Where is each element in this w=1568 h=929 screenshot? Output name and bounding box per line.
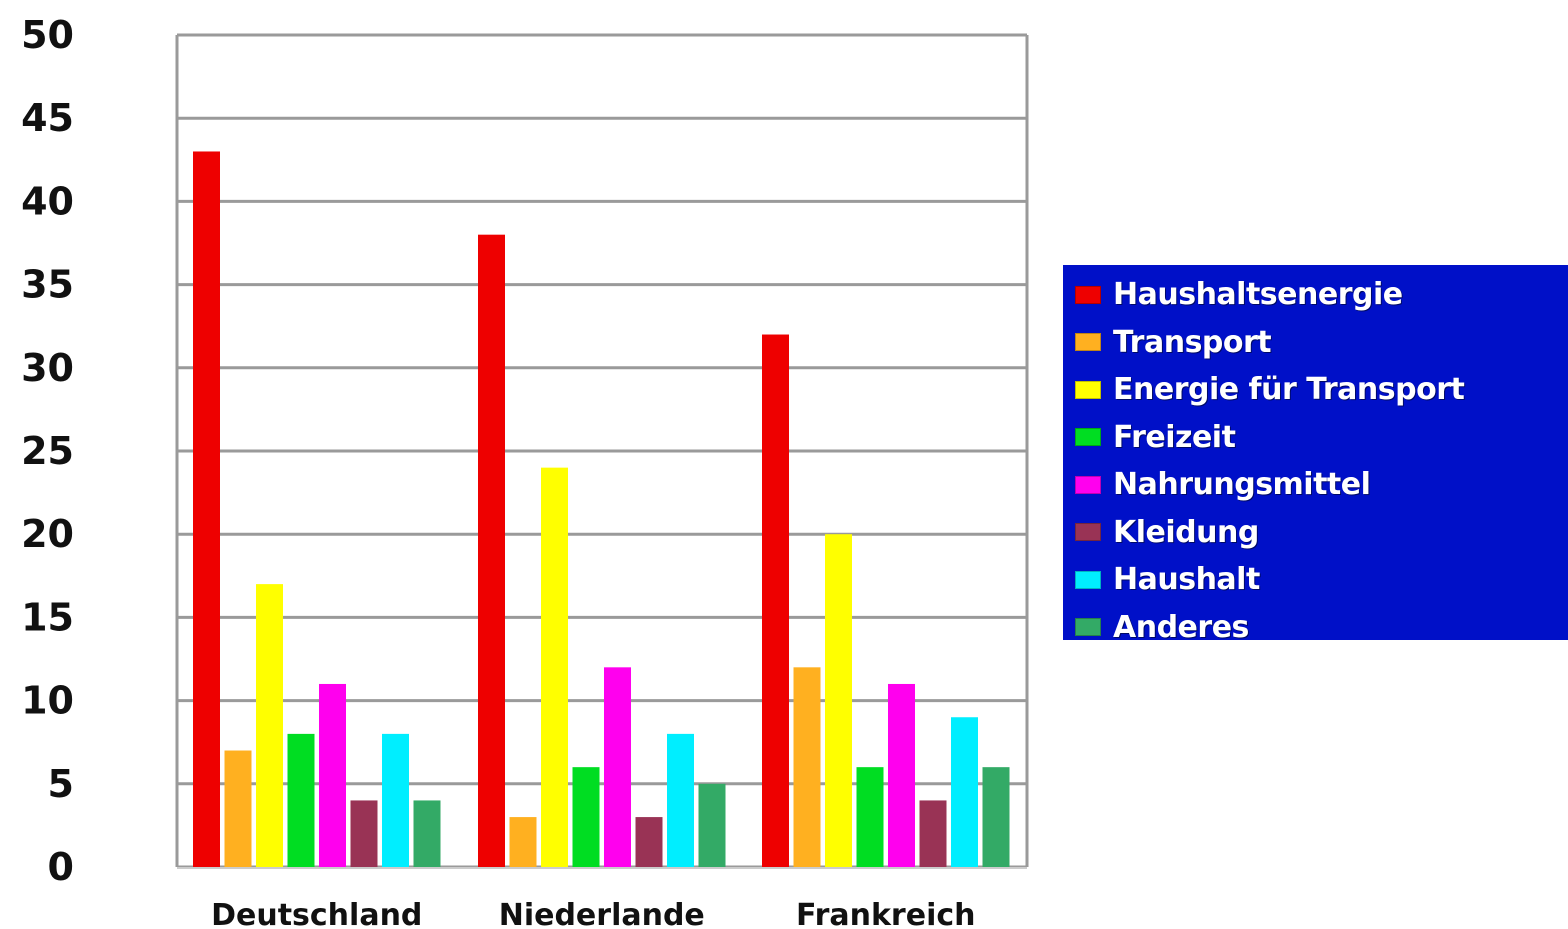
bar-energie-f-r-transport-frankreich — [825, 534, 852, 867]
y-tick-label: 10 — [21, 679, 74, 723]
bar-haushaltsenergie-niederlande — [478, 234, 505, 867]
x-category-label: Frankreich — [796, 898, 976, 929]
bar-nahrungsmittel-deutschland — [319, 683, 346, 867]
y-tick-label: 20 — [21, 512, 74, 556]
legend-item: Nahrungsmittel — [1075, 461, 1568, 509]
legend-label: Kleidung — [1113, 514, 1259, 550]
bar-kleidung-niederlande — [635, 817, 663, 867]
plot-frame — [175, 35, 1029, 869]
legend-label: Nahrungsmittel — [1113, 467, 1371, 503]
y-tick-label: 5 — [48, 762, 74, 806]
legend-item: Anderes — [1075, 604, 1568, 652]
bar-freizeit-frankreich — [856, 767, 884, 867]
legend: Haushaltsenergie Transport Energie für Tra… — [1063, 265, 1568, 645]
legend-swatch — [1075, 523, 1101, 542]
bar-freizeit-niederlande — [572, 767, 600, 867]
bar-nahrungsmittel-niederlande — [604, 667, 631, 867]
bar-nahrungsmittel-frankreich — [888, 683, 915, 867]
bar-freizeit-deutschland — [287, 733, 315, 867]
bar-anderes-deutschland — [413, 800, 441, 867]
y-axis-tick-labels: 0 5 10 15 20 25 30 35 40 45 50 — [21, 13, 74, 889]
bar-haushalt-niederlande — [667, 733, 694, 867]
legend-label: Transport — [1113, 324, 1272, 360]
bar-transport-frankreich — [793, 667, 821, 867]
bar-kleidung-frankreich — [919, 800, 947, 867]
legend-item: Haushalt — [1075, 556, 1568, 604]
bar-haushaltsenergie-deutschland — [193, 151, 220, 868]
legend-swatch — [1075, 380, 1101, 399]
y-tick-label: 25 — [21, 429, 74, 473]
bar-kleidung-deutschland — [350, 800, 378, 867]
legend-swatch — [1075, 570, 1101, 589]
legend-swatch — [1075, 333, 1101, 352]
legend-item: Energie für Transport — [1075, 366, 1568, 414]
y-tick-label: 40 — [21, 179, 74, 223]
legend-item: Freizeit — [1075, 414, 1568, 462]
legend-swatch — [1075, 428, 1101, 447]
y-tick-label: 50 — [21, 13, 74, 57]
bar-energie-f-r-transport-niederlande — [541, 467, 568, 867]
bar-anderes-frankreich — [982, 767, 1010, 867]
y-tick-label: 0 — [48, 845, 74, 889]
y-tick-label: 15 — [21, 595, 74, 639]
y-tick-label: 30 — [21, 346, 74, 390]
x-axis-category-labels: Deutschland Niederlande Frankreich — [211, 898, 975, 929]
x-category-label: Niederlande — [499, 898, 705, 929]
bar-haushalt-deutschland — [382, 733, 409, 867]
x-category-label: Deutschland — [211, 898, 422, 929]
y-tick-label: 35 — [21, 263, 74, 307]
legend-label: Freizeit — [1113, 419, 1236, 455]
legend-item: Haushaltsenergie — [1075, 271, 1568, 319]
y-tick-label: 45 — [21, 96, 74, 140]
bar-transport-deutschland — [224, 750, 252, 867]
bar-anderes-niederlande — [698, 783, 726, 867]
legend-label: Anderes — [1113, 609, 1249, 645]
legend-swatch — [1075, 285, 1101, 304]
bars — [193, 151, 1010, 868]
bar-haushaltsenergie-frankreich — [762, 334, 789, 867]
bar-energie-f-r-transport-deutschland — [256, 584, 283, 867]
legend-item: Kleidung — [1075, 509, 1568, 557]
legend-item: Transport — [1075, 319, 1568, 367]
legend-label: Energie für Transport — [1113, 372, 1465, 408]
grid-lines — [177, 33, 1027, 869]
legend-label: Haushalt — [1113, 562, 1260, 598]
bar-transport-niederlande — [509, 817, 537, 867]
legend-swatch — [1075, 475, 1101, 494]
legend-swatch — [1075, 618, 1101, 637]
legend-label: Haushaltsenergie — [1113, 277, 1403, 313]
bar-haushalt-frankreich — [951, 717, 978, 867]
